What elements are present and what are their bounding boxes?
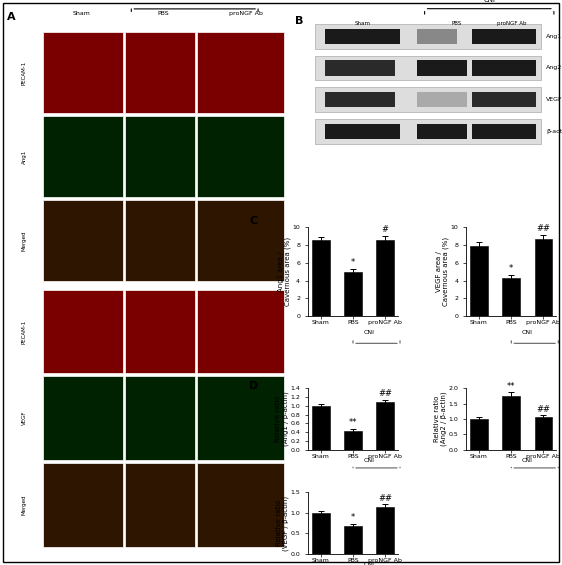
Bar	[43, 116, 123, 197]
Text: B: B	[296, 16, 303, 25]
Text: **: **	[349, 418, 357, 427]
Bar	[534, 417, 552, 450]
Text: CNI: CNI	[483, 0, 495, 3]
Text: *: *	[351, 513, 355, 522]
Y-axis label: Relative ratio
(Ang1 / β-actin): Relative ratio (Ang1 / β-actin)	[275, 392, 289, 446]
Bar	[43, 290, 123, 373]
Text: Merged: Merged	[22, 495, 27, 515]
Text: proNGF Ab: proNGF Ab	[497, 21, 527, 26]
Text: D: D	[249, 381, 259, 391]
Bar	[125, 200, 194, 281]
Text: PBS: PBS	[452, 21, 462, 26]
Bar	[125, 32, 194, 113]
Bar	[417, 124, 467, 139]
Text: Ang2: Ang2	[546, 66, 562, 71]
Bar	[472, 124, 537, 139]
Y-axis label: Relative ratio
(Ang2 / β-actin): Relative ratio (Ang2 / β-actin)	[434, 392, 447, 446]
Bar	[417, 60, 467, 76]
Bar	[312, 406, 330, 450]
Bar	[377, 240, 394, 316]
Text: CNI: CNI	[364, 458, 375, 463]
Bar	[197, 463, 284, 547]
Bar	[377, 402, 394, 450]
Text: CNI: CNI	[522, 458, 533, 463]
Bar	[502, 278, 520, 316]
Bar	[43, 32, 123, 113]
Text: CNI: CNI	[522, 331, 533, 335]
Text: *: *	[351, 258, 355, 267]
Text: **: **	[507, 382, 515, 391]
Text: C: C	[249, 216, 257, 226]
Bar	[325, 92, 395, 107]
Bar	[315, 24, 541, 49]
Bar	[315, 55, 541, 80]
Bar	[472, 60, 537, 76]
Text: CNI: CNI	[364, 562, 375, 565]
Y-axis label: Relative ratio
(VEGF / β-actin): Relative ratio (VEGF / β-actin)	[275, 496, 289, 551]
Bar	[197, 32, 284, 113]
Bar	[472, 29, 537, 44]
Y-axis label: VEGF area /
Cavernous area (%): VEGF area / Cavernous area (%)	[436, 237, 449, 306]
Bar	[315, 119, 541, 144]
Text: ##: ##	[536, 405, 550, 414]
Text: CNI: CNI	[364, 331, 375, 335]
Bar	[43, 463, 123, 547]
Bar	[125, 463, 194, 547]
Text: VEGF: VEGF	[546, 97, 562, 102]
Bar	[344, 526, 362, 554]
Text: Ang1: Ang1	[22, 149, 27, 164]
Text: proNGF Ab: proNGF Ab	[229, 11, 262, 16]
Bar	[502, 396, 520, 450]
Bar	[125, 376, 194, 460]
Bar	[197, 116, 284, 197]
Text: PBS: PBS	[158, 11, 169, 16]
Bar	[125, 290, 194, 373]
Bar	[377, 507, 394, 554]
Bar	[472, 92, 537, 107]
Bar	[197, 200, 284, 281]
Text: Merged: Merged	[22, 231, 27, 251]
Bar	[470, 246, 488, 316]
Bar	[417, 29, 457, 44]
Text: ##: ##	[378, 389, 392, 398]
Bar	[325, 60, 395, 76]
Text: β-actin: β-actin	[546, 129, 562, 134]
Bar	[312, 513, 330, 554]
Text: Ang1: Ang1	[546, 34, 562, 39]
Bar	[312, 240, 330, 316]
Bar	[470, 419, 488, 450]
Bar	[325, 29, 400, 44]
Text: A: A	[7, 12, 16, 21]
Bar	[325, 124, 400, 139]
Text: ##: ##	[536, 224, 550, 233]
Bar	[315, 87, 541, 112]
Text: #: #	[382, 225, 389, 234]
Bar	[344, 272, 362, 316]
Bar	[534, 240, 552, 316]
Bar	[43, 200, 123, 281]
Bar	[125, 116, 194, 197]
Text: PECAM-1: PECAM-1	[22, 60, 27, 85]
Bar	[417, 92, 467, 107]
Bar	[344, 431, 362, 450]
Bar	[197, 376, 284, 460]
Text: ##: ##	[378, 494, 392, 503]
Text: *: *	[509, 264, 513, 273]
Text: VEGF: VEGF	[22, 411, 27, 425]
Bar	[197, 290, 284, 373]
Text: PECAM-1: PECAM-1	[22, 319, 27, 344]
Y-axis label: Ang1 area /
Cavernous area (%): Ang1 area / Cavernous area (%)	[278, 237, 291, 306]
Bar	[43, 376, 123, 460]
Text: Sham: Sham	[72, 11, 90, 16]
Text: Sham: Sham	[355, 21, 370, 26]
